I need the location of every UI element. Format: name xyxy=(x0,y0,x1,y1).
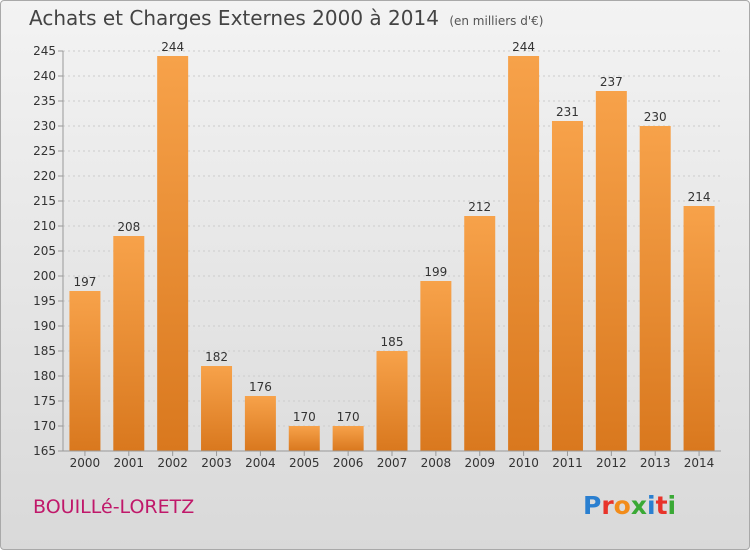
bar-value-label: 244 xyxy=(161,40,184,54)
bar-value-label: 197 xyxy=(73,275,96,289)
y-tick-label: 205 xyxy=(33,244,56,258)
x-tick-label: 2011 xyxy=(552,456,583,470)
y-tick-label: 200 xyxy=(33,269,56,283)
logo-letter: o xyxy=(613,491,631,520)
x-tick-label: 2014 xyxy=(684,456,715,470)
bar-2002 xyxy=(157,56,189,451)
x-tick-label: 2002 xyxy=(157,456,188,470)
y-tick-label: 220 xyxy=(33,169,56,183)
x-tick-label: 2008 xyxy=(421,456,452,470)
bar-2003 xyxy=(201,366,233,451)
y-tick-label: 215 xyxy=(33,194,56,208)
y-tick-label: 230 xyxy=(33,119,56,133)
y-tick-label: 225 xyxy=(33,144,56,158)
logo-letter: t xyxy=(655,491,668,520)
x-tick-label: 2013 xyxy=(640,456,671,470)
commune-name: BOUILLé-LORETZ xyxy=(33,496,195,518)
x-tick-label: 2006 xyxy=(333,456,364,470)
bar-value-label: 170 xyxy=(337,410,360,424)
y-tick-label: 185 xyxy=(33,344,56,358)
chart-subtitle: (en milliers d'€) xyxy=(449,14,544,28)
logo-letter: P xyxy=(583,491,602,520)
bar-2005 xyxy=(288,426,320,451)
bar-2004 xyxy=(244,396,276,451)
bar-2001 xyxy=(113,236,145,451)
bar-2012 xyxy=(595,91,627,451)
y-tick-label: 195 xyxy=(33,294,56,308)
y-tick-label: 245 xyxy=(33,44,56,58)
proxiti-logo[interactable]: Proxiti xyxy=(583,491,676,520)
x-tick-label: 2007 xyxy=(377,456,408,470)
x-tick-label: 2001 xyxy=(114,456,145,470)
bar-value-label: 170 xyxy=(293,410,316,424)
bar-2008 xyxy=(420,281,452,451)
bar-2000 xyxy=(69,291,101,451)
y-tick-label: 170 xyxy=(33,419,56,433)
y-tick-label: 240 xyxy=(33,69,56,83)
logo-letter: i xyxy=(647,491,656,520)
y-tick-label: 165 xyxy=(33,444,56,458)
y-tick-label: 190 xyxy=(33,319,56,333)
y-tick-label: 180 xyxy=(33,369,56,383)
chart-title-block: Achats et Charges Externes 2000 à 2014 (… xyxy=(29,6,543,30)
bar-2013 xyxy=(639,126,671,451)
x-tick-label: 2004 xyxy=(245,456,276,470)
x-tick-label: 2003 xyxy=(201,456,232,470)
y-tick-label: 210 xyxy=(33,219,56,233)
bar-value-label: 212 xyxy=(468,200,491,214)
bar-2010 xyxy=(508,56,540,451)
bar-value-label: 237 xyxy=(600,75,623,89)
x-tick-label: 2009 xyxy=(464,456,495,470)
bar-value-label: 214 xyxy=(688,190,711,204)
logo-letter: r xyxy=(601,491,614,520)
bar-value-label: 231 xyxy=(556,105,579,119)
logo-letter: i xyxy=(667,491,677,520)
bar-value-label: 182 xyxy=(205,350,228,364)
bar-value-label: 244 xyxy=(512,40,535,54)
bar-value-label: 230 xyxy=(644,110,667,124)
y-tick-label: 175 xyxy=(33,394,56,408)
logo-letter: x xyxy=(630,491,647,520)
y-tick-label: 235 xyxy=(33,94,56,108)
bar-2009 xyxy=(464,216,496,451)
bar-value-label: 199 xyxy=(424,265,447,279)
bar-value-label: 176 xyxy=(249,380,272,394)
bar-2007 xyxy=(376,351,408,451)
chart-title: Achats et Charges Externes 2000 à 2014 xyxy=(29,6,439,30)
bar-2014 xyxy=(683,206,715,451)
bar-2006 xyxy=(332,426,364,451)
x-tick-label: 2010 xyxy=(508,456,539,470)
bar-2011 xyxy=(551,121,583,451)
x-tick-label: 2000 xyxy=(70,456,101,470)
x-tick-label: 2012 xyxy=(596,456,627,470)
bar-value-label: 208 xyxy=(117,220,140,234)
bar-value-label: 185 xyxy=(381,335,404,349)
axis-layer: 165 170 175 180 185 190 195 200 205 210 215 220 225 2… xyxy=(33,44,721,470)
x-tick-label: 2005 xyxy=(289,456,320,470)
bar-layer: 197 208 244 182 176 170 170 185 199 212 244 231 237 2… xyxy=(69,40,715,451)
